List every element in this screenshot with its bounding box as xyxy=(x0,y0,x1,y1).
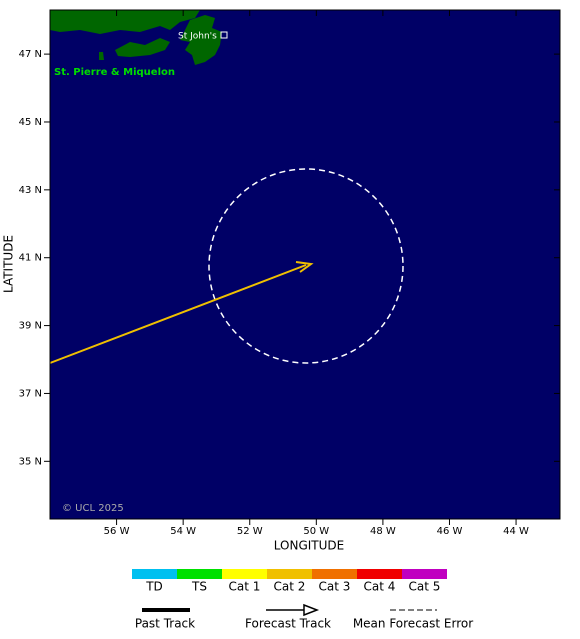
legend-label: Cat 3 xyxy=(319,580,351,594)
y-tick-label: 39 N xyxy=(19,321,42,332)
legend-swatch xyxy=(402,569,447,579)
legend-label: Mean Forecast Error xyxy=(353,617,473,631)
legend-label: Past Track xyxy=(135,617,195,631)
place-label: St. Pierre & Miquelon xyxy=(54,67,175,78)
x-tick-label: 46 W xyxy=(437,526,463,537)
x-tick-label: 50 W xyxy=(303,526,329,537)
legend-swatch xyxy=(132,569,177,579)
legend-swatch xyxy=(312,569,357,579)
y-tick-label: 45 N xyxy=(19,117,42,128)
x-axis-label: LONGITUDE xyxy=(274,539,344,553)
legend-swatch xyxy=(222,569,267,579)
legend-label: TS xyxy=(191,580,207,594)
legend-label: Cat 2 xyxy=(274,580,306,594)
forecast-error-cone xyxy=(208,168,404,364)
y-tick-label: 43 N xyxy=(19,185,42,196)
legend-label: TD xyxy=(145,580,163,594)
copyright: © UCL 2025 xyxy=(62,503,124,514)
track-legend: Past Track Forecast Track Mean Forecast … xyxy=(135,603,473,631)
legend-label: Cat 1 xyxy=(229,580,261,594)
legend-label: Cat 4 xyxy=(364,580,396,594)
x-tick-label: 48 W xyxy=(370,526,396,537)
city-marker xyxy=(220,31,228,39)
y-axis-label: LATITUDE xyxy=(2,235,16,293)
x-tick-label: 54 W xyxy=(170,526,196,537)
x-tick-label: 52 W xyxy=(237,526,263,537)
x-tick-label: 44 W xyxy=(503,526,529,537)
place-label: St John's xyxy=(178,32,217,42)
y-tick-label: 41 N xyxy=(19,253,42,264)
legend-swatch xyxy=(357,569,402,579)
y-tick-label: 37 N xyxy=(19,388,42,399)
legend-label: Forecast Track xyxy=(245,617,331,631)
storm xyxy=(49,168,404,364)
y-tick-label: 47 N xyxy=(19,49,42,60)
map-frame xyxy=(49,9,561,520)
land xyxy=(50,10,222,65)
legend-swatch xyxy=(177,569,222,579)
track-arrow xyxy=(295,261,314,273)
forecast-arrow-sample xyxy=(303,603,320,617)
legend-label: Cat 5 xyxy=(409,580,441,594)
y-tick-label: 35 N xyxy=(19,456,42,467)
forecast-track xyxy=(49,264,307,364)
x-tick-label: 56 W xyxy=(104,526,130,537)
legend-swatch xyxy=(267,569,312,579)
